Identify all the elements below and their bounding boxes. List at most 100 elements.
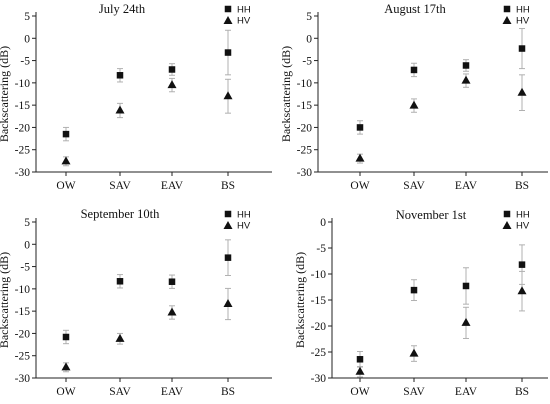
chart-panel-2: -30 -25 -20 -15 -10 -5 0 5 OW SAV EAV BS Backscatter… [279, 2, 548, 192]
legend-label: HH [516, 5, 530, 16]
legend-marker-hh [503, 5, 511, 13]
chart-panel-1: -30 -25 -20 -15 -10 -5 0 5 OW SAV EAV BS Backscatter… [0, 2, 272, 192]
x-tick-label: BS [515, 180, 529, 192]
data-point-hh-sav [410, 66, 418, 74]
y-tick-label: -5 [316, 243, 326, 255]
legend-marker-hh [224, 5, 232, 13]
data-point-hh-sav [116, 278, 124, 285]
x-tick-label: EAV [161, 386, 184, 398]
y-tick-label: 0 [24, 239, 30, 251]
data-point-hv-ow [61, 362, 71, 371]
data-point-hh-bs [518, 45, 526, 52]
legend-label: HH [237, 5, 251, 16]
y-tick-label: -25 [15, 351, 31, 363]
data-point-hv-bs [223, 299, 233, 308]
y-tick-label: 5 [24, 217, 30, 229]
legend-marker-hv [223, 16, 233, 25]
y-tick-label: -20 [311, 321, 327, 333]
x-tick-label: SAV [109, 180, 131, 192]
y-tick-label: -20 [15, 328, 31, 340]
legend-label: HV [237, 16, 251, 27]
data-point-hv-bs [517, 286, 527, 295]
data-point-hh-sav [116, 72, 124, 79]
y-tick-label: -15 [311, 295, 327, 307]
y-tick-label: -30 [15, 167, 31, 179]
panel-title: July 24th [99, 2, 146, 16]
legend-marker-hv [502, 221, 512, 230]
y-tick-label: -25 [15, 145, 31, 157]
y-tick-label: -5 [302, 56, 312, 68]
y-tick-label: -15 [297, 100, 313, 112]
legend-label: HV [516, 16, 530, 27]
y-tick-label: -20 [297, 122, 313, 134]
y-tick-label: -15 [15, 306, 31, 318]
y-tick-label: 5 [24, 11, 30, 23]
data-point-hv-sav [115, 105, 125, 114]
x-tick-label: OW [56, 180, 75, 192]
data-point-hv-sav [409, 100, 419, 109]
data-point-hv-sav [115, 333, 125, 342]
data-point-hh-sav [410, 286, 418, 294]
data-point-hh-ow [356, 356, 364, 363]
x-tick-label: SAV [403, 180, 425, 192]
x-tick-label: BS [221, 386, 235, 398]
data-point-hv-eav [461, 317, 471, 326]
y-axis-title: Backscattering (dB) [0, 46, 11, 142]
x-tick-label: OW [56, 386, 75, 398]
data-point-hh-bs [224, 49, 232, 56]
legend-label: HV [237, 221, 251, 232]
y-tick-label: -30 [311, 373, 327, 385]
x-tick-label: OW [350, 386, 369, 398]
data-point-hv-eav [167, 307, 177, 316]
data-point-hh-ow [62, 130, 70, 138]
legend-marker-hh [503, 210, 511, 218]
x-tick-label: BS [221, 180, 235, 192]
data-point-hh-eav [462, 62, 470, 69]
data-point-hv-ow [61, 156, 71, 165]
y-tick-label: -20 [15, 122, 31, 134]
y-tick-label: -5 [20, 56, 30, 68]
x-tick-label: OW [350, 180, 369, 192]
y-tick-label: -10 [15, 78, 31, 90]
y-tick-label: -10 [15, 284, 31, 296]
data-point-hh-eav [168, 278, 176, 285]
data-point-hv-eav [167, 80, 177, 89]
x-tick-label: EAV [161, 180, 184, 192]
data-point-hh-ow [62, 333, 70, 341]
chart-panel-4: -30 -25 -20 -15 -10 -5 0 OW SAV EAV BS Backscatteri… [293, 208, 548, 398]
x-tick-label: SAV [403, 386, 425, 398]
legend-label: HH [516, 210, 530, 221]
data-point-hv-bs [517, 87, 527, 96]
data-point-hv-sav [409, 348, 419, 357]
y-tick-label: -30 [297, 167, 313, 179]
legend-marker-hv [502, 16, 512, 25]
y-tick-label: -10 [297, 78, 313, 90]
y-tick-label: 5 [306, 11, 312, 23]
x-tick-label: EAV [455, 386, 478, 398]
y-axis-title: Backscattering (dB) [0, 252, 11, 348]
legend-marker-hh [224, 210, 232, 218]
panel-title: September 10th [81, 207, 161, 221]
data-point-hh-bs [224, 254, 232, 261]
data-point-hh-eav [462, 282, 470, 290]
legend-label: HV [516, 221, 530, 232]
legend-marker-hv [223, 221, 233, 230]
y-tick-label: -25 [297, 145, 313, 157]
y-tick-label: -10 [311, 269, 327, 281]
data-point-hh-bs [518, 261, 526, 268]
y-tick-label: -5 [20, 262, 30, 274]
panel-title: November 1st [396, 208, 467, 222]
legend-label: HH [237, 210, 251, 221]
chart-panel-3: -30 -25 -20 -15 -10 -5 0 5 OW SAV EAV BS Backscatter… [0, 207, 272, 398]
y-axis-title: Backscattering (dB) [293, 252, 307, 348]
x-tick-label: SAV [109, 386, 131, 398]
data-point-hv-ow [355, 366, 365, 375]
y-axis-title: Backscattering (dB) [279, 46, 293, 142]
y-tick-label: 0 [24, 33, 30, 45]
data-point-hv-ow [355, 153, 365, 162]
x-tick-label: EAV [455, 180, 478, 192]
y-tick-label: 0 [306, 33, 312, 45]
y-tick-label: -30 [15, 373, 31, 385]
data-point-hh-ow [356, 124, 364, 131]
